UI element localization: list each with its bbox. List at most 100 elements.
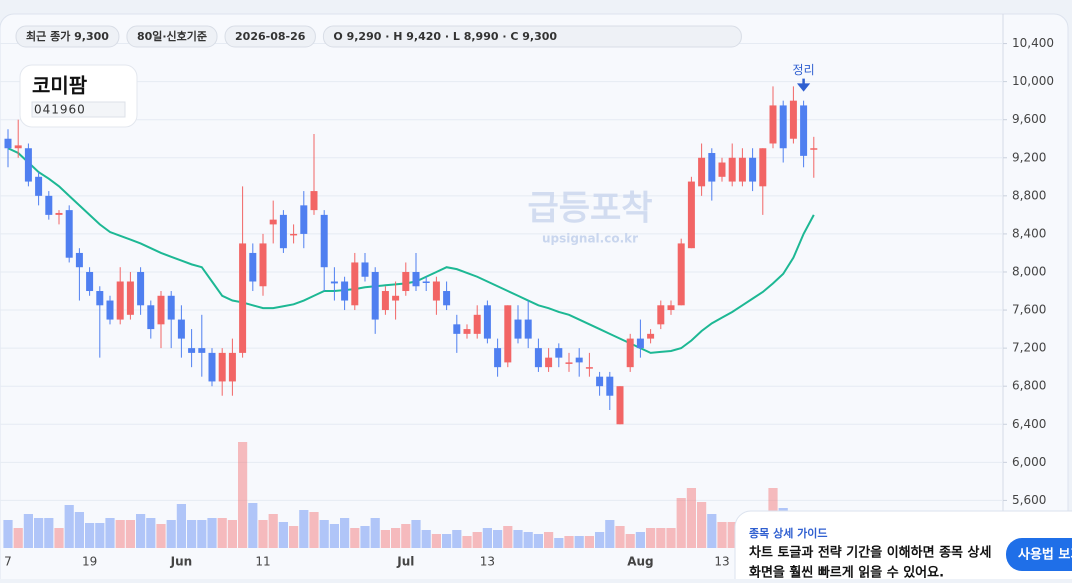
pill-text: 최근 종가 9,300 bbox=[26, 29, 109, 43]
candle-body bbox=[769, 105, 777, 144]
volume-bar bbox=[411, 520, 421, 548]
volume-bar bbox=[136, 514, 146, 548]
volume-bar bbox=[554, 538, 564, 548]
volume-bar bbox=[268, 514, 278, 548]
volume-bar bbox=[401, 524, 411, 548]
candle-body bbox=[239, 243, 247, 353]
volume-bar bbox=[482, 528, 492, 548]
candle-body bbox=[779, 105, 787, 149]
stock-name: 코미팜 bbox=[32, 74, 88, 98]
y-tick-label: 10,000 bbox=[1012, 74, 1054, 88]
y-tick-label: 9,600 bbox=[1012, 112, 1046, 126]
y-tick-label: 7,600 bbox=[1012, 303, 1046, 317]
candle-body bbox=[728, 157, 736, 182]
candle-body bbox=[45, 195, 53, 215]
watermark-url: upsignal.co.kr bbox=[542, 232, 638, 246]
volume-bar bbox=[544, 532, 554, 548]
volume-bar bbox=[676, 498, 686, 548]
guide-button[interactable] bbox=[1006, 538, 1072, 571]
watermark: 급등포착 bbox=[527, 189, 652, 229]
candle-body bbox=[371, 271, 379, 320]
candle-body bbox=[65, 210, 73, 258]
header-pill: O 9,290 · H 9,420 · L 8,990 · C 9,300 bbox=[322, 25, 742, 48]
volume-bar bbox=[64, 505, 74, 548]
volume-bar bbox=[115, 520, 125, 548]
candle-body bbox=[177, 319, 185, 339]
volume-bar bbox=[217, 518, 227, 548]
candle-body bbox=[473, 314, 481, 334]
volume-bar bbox=[625, 534, 635, 548]
y-tick-label: 7,200 bbox=[1012, 341, 1046, 355]
volume-bar bbox=[319, 520, 329, 548]
guide-button-text[interactable]: 사용법 보기 bbox=[1018, 547, 1072, 563]
candle-body bbox=[759, 148, 767, 187]
candle-body bbox=[749, 157, 757, 182]
candle-body bbox=[810, 148, 818, 150]
volume-bar bbox=[564, 536, 574, 548]
volume-bar bbox=[340, 518, 350, 548]
x-tick-label: 11 bbox=[255, 555, 270, 569]
volume-bar bbox=[574, 536, 584, 548]
guide-title: 종목 상세 가이드 bbox=[749, 526, 828, 540]
candle-body bbox=[585, 367, 593, 369]
volume-bar bbox=[595, 532, 605, 548]
volume-bar bbox=[329, 524, 339, 548]
candle-body bbox=[463, 329, 471, 334]
candle-body bbox=[259, 243, 267, 287]
y-tick-label: 10,400 bbox=[1012, 36, 1054, 50]
candle-body bbox=[800, 105, 808, 156]
candle-body bbox=[106, 300, 114, 320]
candle-body bbox=[188, 348, 196, 353]
volume-bar bbox=[605, 520, 615, 548]
volume-bar bbox=[258, 520, 268, 548]
candle-body bbox=[626, 338, 634, 368]
volume-bar bbox=[370, 518, 380, 548]
y-tick-label: 8,400 bbox=[1012, 226, 1046, 240]
volume-bar bbox=[442, 534, 452, 548]
volume-bar bbox=[3, 520, 13, 548]
candle-body bbox=[198, 348, 206, 353]
candle-body bbox=[738, 157, 746, 182]
volume-bar bbox=[44, 518, 54, 548]
header-pill: 80일·신호기준 bbox=[126, 25, 218, 48]
volume-bar bbox=[697, 502, 707, 548]
candle-body bbox=[494, 348, 502, 368]
annotation-label: 정리 bbox=[793, 63, 815, 77]
pill-bg bbox=[224, 25, 316, 48]
volume-bar bbox=[646, 528, 656, 548]
candle-body bbox=[698, 157, 706, 187]
volume-bar bbox=[635, 532, 645, 548]
x-tick-label: 7 bbox=[4, 555, 12, 569]
volume-bar bbox=[207, 518, 217, 548]
candle-body bbox=[677, 243, 685, 306]
x-tick-label: 13 bbox=[714, 555, 729, 569]
candle-body bbox=[96, 291, 104, 306]
candle-body bbox=[392, 295, 400, 301]
candle-body bbox=[249, 252, 257, 282]
candle-body bbox=[708, 153, 716, 182]
candle-body bbox=[545, 357, 553, 368]
candle-body bbox=[422, 281, 430, 283]
candle-body bbox=[126, 281, 134, 315]
volume-bar bbox=[391, 528, 401, 548]
pill-bg bbox=[15, 25, 120, 48]
x-tick-label: 19 bbox=[82, 555, 97, 569]
moving-average-line bbox=[7, 147, 815, 354]
candle-body bbox=[351, 262, 359, 306]
x-tick-label: Aug bbox=[627, 555, 653, 569]
pill-text: 80일·신호기준 bbox=[137, 29, 207, 43]
candle-body bbox=[575, 357, 583, 363]
candle-body bbox=[789, 100, 797, 139]
candle-body bbox=[24, 148, 32, 182]
volume-bar bbox=[350, 528, 360, 548]
code-box bbox=[31, 101, 126, 118]
candle-body bbox=[167, 295, 175, 320]
candle-body bbox=[565, 362, 573, 364]
pill-bg bbox=[126, 25, 218, 48]
candle-body bbox=[269, 219, 277, 225]
x-tick-label: 13 bbox=[480, 555, 495, 569]
candle-body bbox=[279, 214, 287, 249]
volume-bar bbox=[197, 520, 207, 548]
volume-bar bbox=[125, 520, 135, 548]
